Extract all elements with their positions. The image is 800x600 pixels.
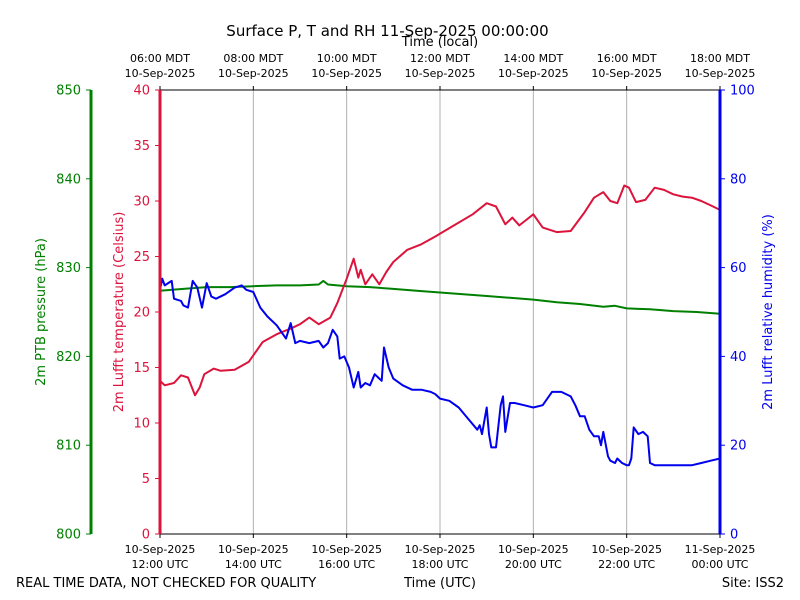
x-tick-label: 18:00 UTC xyxy=(411,558,468,571)
gridlines xyxy=(252,90,628,534)
temperature-tick-label: 30 xyxy=(133,195,150,210)
humidity-tick-label: 20 xyxy=(730,439,747,454)
x-top-tick-label: 06:00 MDT xyxy=(130,52,190,65)
x-top-tick-label: 10-Sep-2025 xyxy=(218,67,289,80)
x-top-tick-label: 14:00 MDT xyxy=(503,52,563,65)
x-top-tick-label: 10-Sep-2025 xyxy=(685,67,756,80)
humidity-line xyxy=(159,277,721,467)
series-lines xyxy=(159,184,721,467)
x-tick-label: 22:00 UTC xyxy=(598,558,655,571)
humidity-tick-label: 100 xyxy=(730,84,755,99)
humidity-axis-label: 2m Lufft relative humidity (%) xyxy=(761,214,776,410)
x-tick-label: 10-Sep-2025 xyxy=(498,543,569,556)
pressure-tick-label: 830 xyxy=(56,261,81,276)
x-tick-label: 11-Sep-2025 xyxy=(685,543,756,556)
quality-note: REAL TIME DATA, NOT CHECKED FOR QUALITY xyxy=(16,576,317,591)
temperature-line xyxy=(159,184,721,397)
x-tick-label: 10-Sep-2025 xyxy=(218,543,289,556)
x-top-tick-label: 10:00 MDT xyxy=(317,52,377,65)
pressure-tick-label: 810 xyxy=(56,439,81,454)
temperature-tick-label: 35 xyxy=(133,139,150,154)
x-tick-label: 16:00 UTC xyxy=(318,558,375,571)
x-tick-label: 10-Sep-2025 xyxy=(405,543,476,556)
temperature-tick-label: 15 xyxy=(133,361,150,376)
x-top-tick-label: 10-Sep-2025 xyxy=(405,67,476,80)
pressure-tick-label: 850 xyxy=(56,84,81,99)
x-top-tick-label: 12:00 MDT xyxy=(410,52,470,65)
x-top-tick-label: 10-Sep-2025 xyxy=(125,67,196,80)
temperature-tick-label: 20 xyxy=(133,306,150,321)
x-tick-label: 14:00 UTC xyxy=(225,558,282,571)
humidity-tick-label: 0 xyxy=(730,528,738,543)
x-top-tick-label: 10-Sep-2025 xyxy=(498,67,569,80)
x-tick-label: 20:00 UTC xyxy=(505,558,562,571)
x-tick-label: 12:00 UTC xyxy=(131,558,188,571)
x-tick-label: 00:00 UTC xyxy=(691,558,748,571)
top-x-axis-label: Time (local) xyxy=(401,35,479,50)
temperature-tick-label: 5 xyxy=(142,472,150,487)
bottom-x-axis-label: Time (UTC) xyxy=(404,576,476,591)
x-top-tick-label: 10-Sep-2025 xyxy=(311,67,382,80)
pressure-axis-label: 2m PTB pressure (hPa) xyxy=(34,238,49,386)
humidity-tick-label: 80 xyxy=(730,172,747,187)
site-label: Site: ISS2 xyxy=(721,576,784,591)
x-tick-label: 10-Sep-2025 xyxy=(591,543,662,556)
x-top-tick-label: 10-Sep-2025 xyxy=(591,67,662,80)
humidity-tick-label: 40 xyxy=(730,350,747,365)
humidity-tick-label: 60 xyxy=(730,261,747,276)
x-top-tick-label: 08:00 MDT xyxy=(223,52,283,65)
pressure-line xyxy=(159,279,721,315)
temperature-axis-label: 2m Lufft temperature (Celsius) xyxy=(112,212,127,413)
x-top-tick-label: 18:00 MDT xyxy=(690,52,750,65)
chart-title: Surface P, T and RH 11-Sep-2025 00:00:00 xyxy=(226,22,549,40)
pressure-tick-label: 820 xyxy=(56,350,81,365)
temperature-tick-label: 10 xyxy=(133,417,150,432)
temperature-tick-label: 0 xyxy=(142,528,150,543)
x-top-tick-label: 16:00 MDT xyxy=(597,52,657,65)
axes: 10-Sep-2025 12:00 UTC 06:00 MDT 10-Sep-2025… xyxy=(34,52,776,571)
x-tick-label: 10-Sep-2025 xyxy=(125,543,196,556)
temperature-tick-label: 25 xyxy=(133,250,150,265)
temperature-tick-label: 40 xyxy=(133,84,150,99)
pressure-tick-label: 840 xyxy=(56,172,81,187)
pressure-tick-label: 800 xyxy=(56,528,81,543)
x-tick-label: 10-Sep-2025 xyxy=(311,543,382,556)
